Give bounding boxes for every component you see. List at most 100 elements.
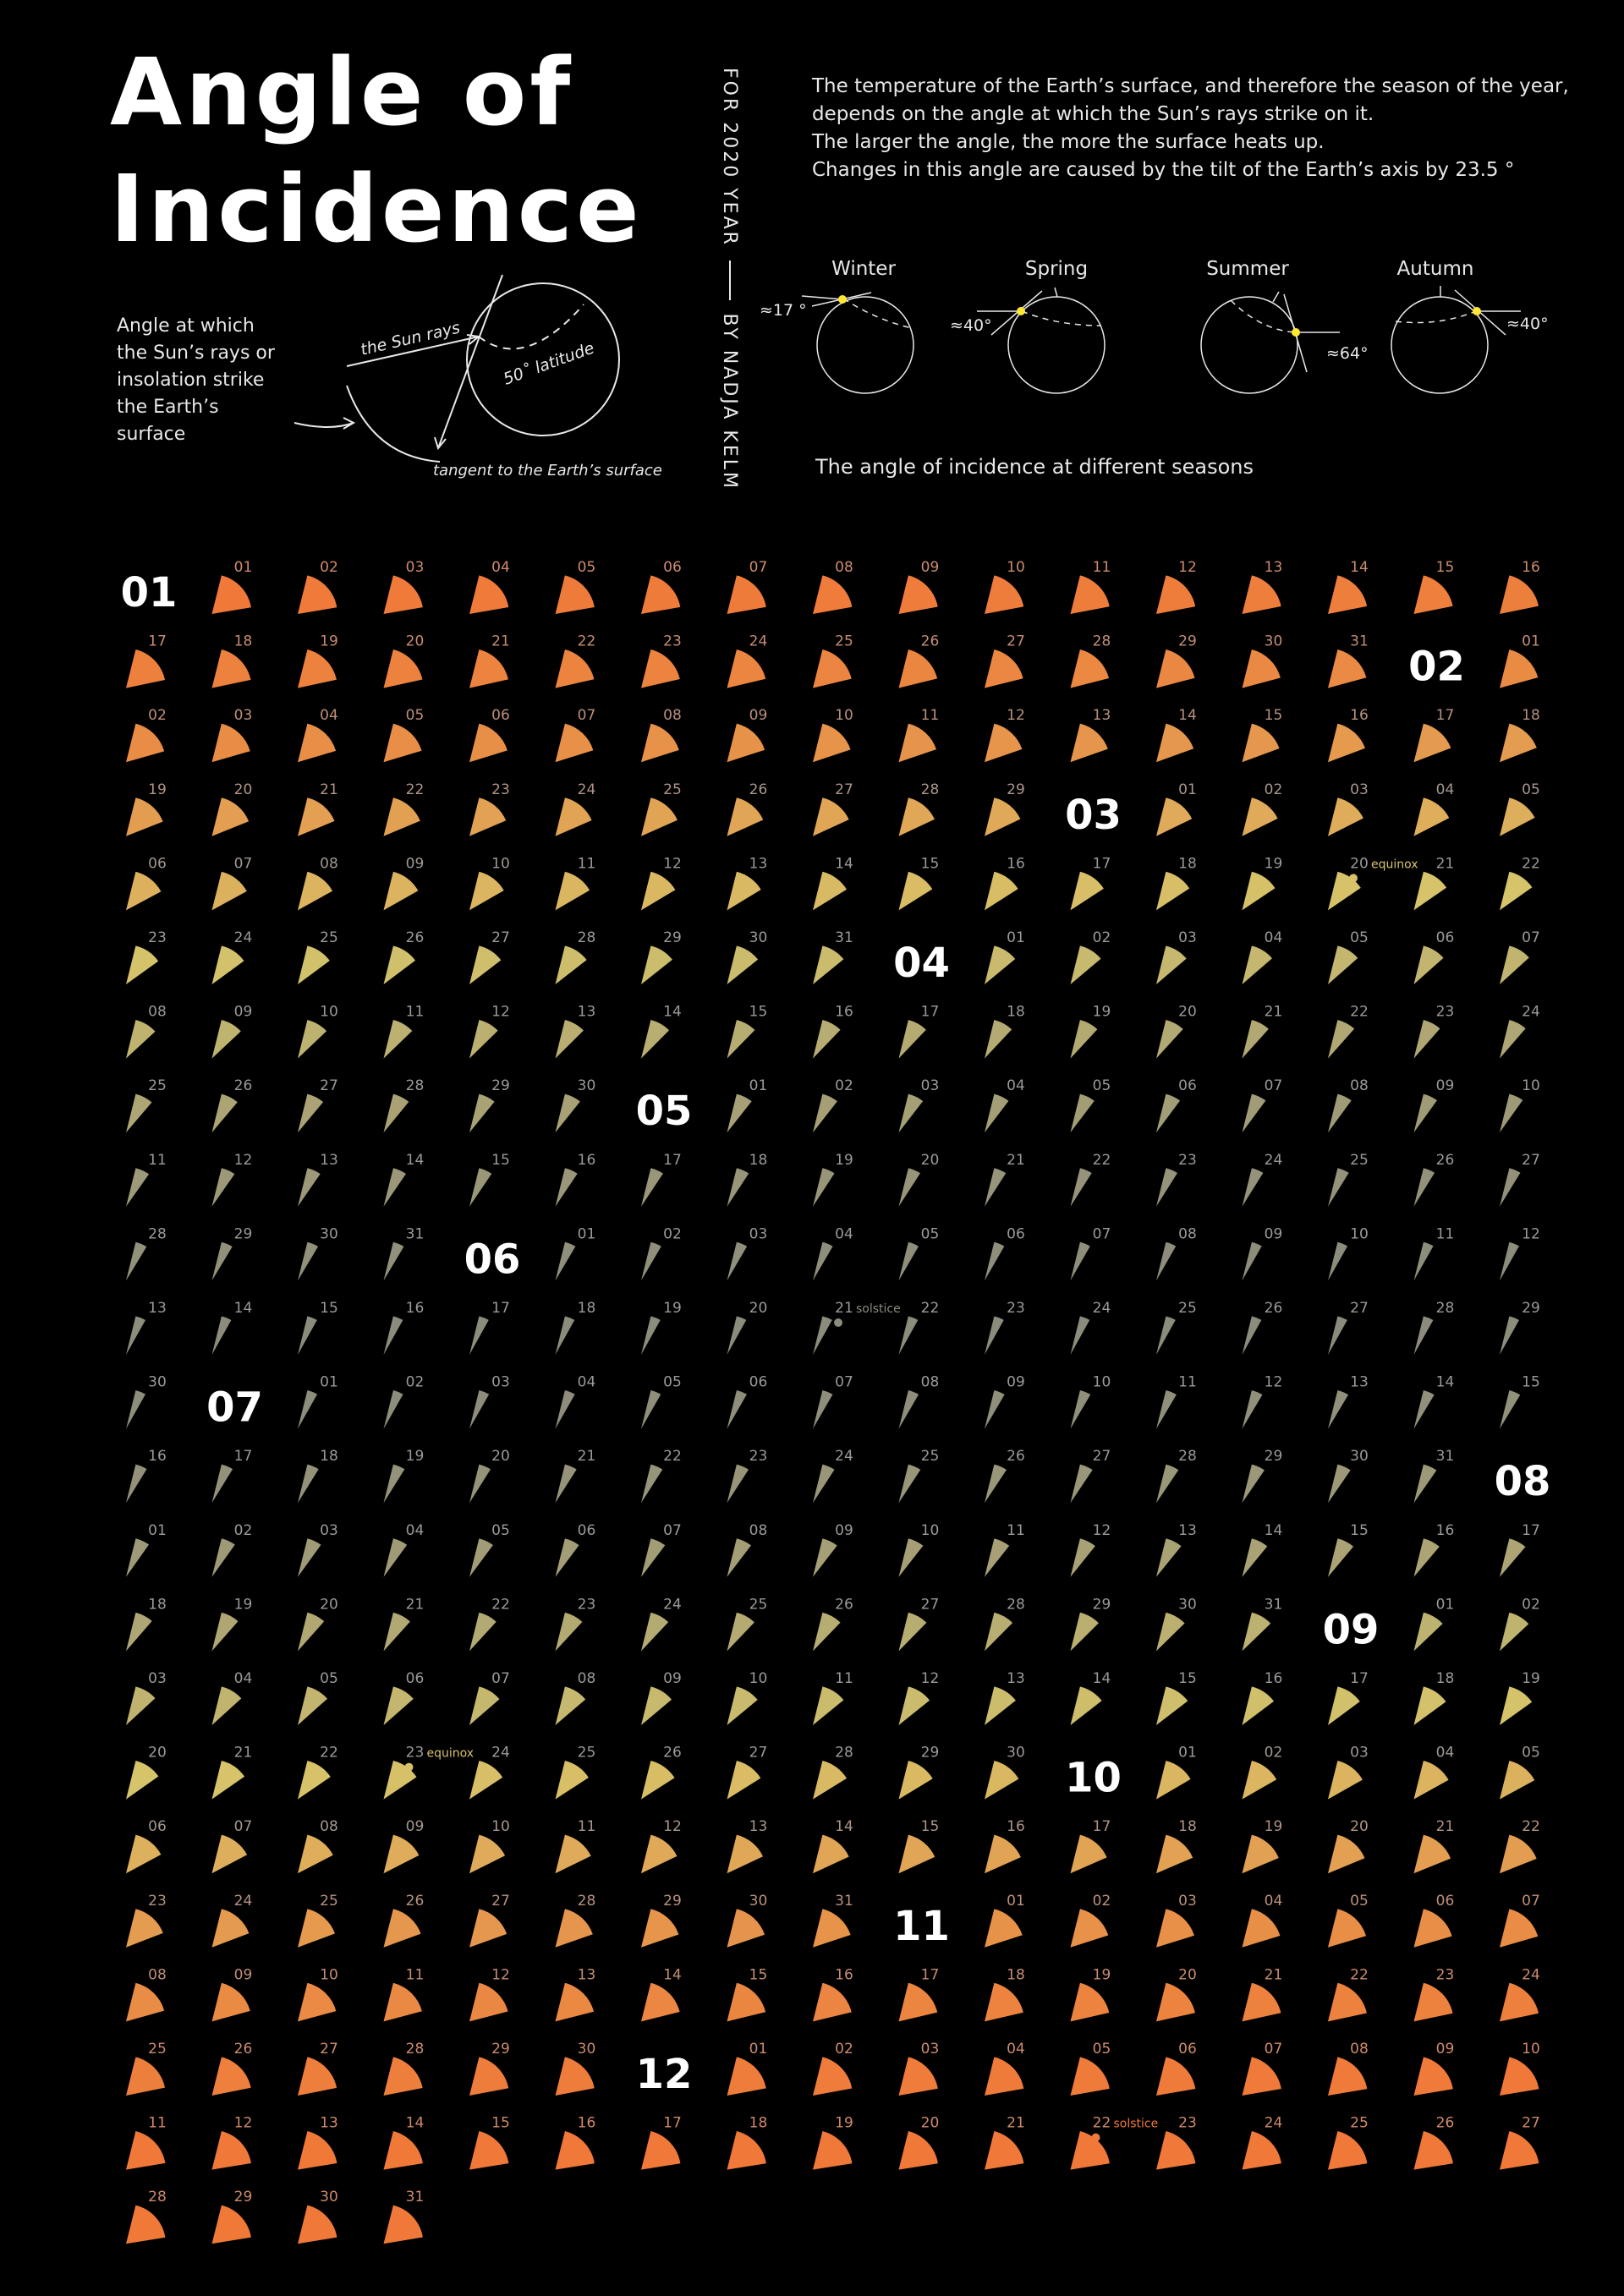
day-cell: 20 [1156, 1966, 1197, 2022]
angle-wedge [898, 1168, 920, 1207]
angle-wedge [555, 1612, 583, 1652]
angle-wedge [383, 1909, 421, 1948]
day-number: 08 [1350, 2041, 1369, 2058]
day-cell: 06 [1413, 929, 1454, 984]
day-number: 06 [1436, 1893, 1455, 1910]
day-number: 01 [749, 2041, 768, 2058]
season-diagrams: Winter Spring Summer Autumn ≈17 ° ≈40° ≈… [760, 258, 1549, 394]
angle-wedge [469, 723, 508, 763]
day-number: 10 [749, 1670, 768, 1687]
day-cell: 29 [211, 1225, 252, 1281]
day-cell: 06 [641, 559, 682, 614]
day-number: 02 [320, 559, 338, 576]
day-number: 07 [663, 1522, 682, 1539]
angle-wedge [469, 575, 509, 614]
angle-wedge [727, 1168, 749, 1207]
day-cell: 06 [985, 1225, 1025, 1281]
day-cell: 02 [383, 1374, 424, 1429]
description-line: The temperature of the Earth’s surface, … [812, 75, 1569, 97]
day-number: 12 [234, 2115, 253, 2132]
angle-wedge [1328, 1168, 1349, 1207]
day-number: 12 [663, 1818, 682, 1835]
day-cell: 30 [555, 2041, 595, 2096]
day-cell: 12 [641, 855, 682, 911]
day-number: 25 [1350, 2115, 1369, 2132]
day-number: 29 [1093, 1596, 1111, 1613]
angle-wedge [641, 1982, 680, 2022]
day-number: 04 [1007, 2041, 1025, 2058]
day-cell: 12 [1500, 1225, 1540, 1281]
day-cell: 28 [555, 929, 595, 984]
day-number: 15 [1436, 559, 1455, 576]
day-number: 06 [491, 707, 510, 724]
day-cell: 24 [1242, 2115, 1282, 2170]
day-number: 05 [491, 1522, 510, 1539]
day-number: 25 [148, 2041, 167, 2058]
day-number: 11 [148, 2115, 167, 2132]
title-line-2: Incidence [110, 155, 643, 263]
angle-wedge [727, 1686, 758, 1725]
day-number: 19 [1265, 855, 1283, 872]
day-number: 27 [491, 929, 510, 946]
season-name-summer: Summer [1206, 258, 1289, 280]
day-cell: 05 [1070, 2041, 1111, 2096]
angle-wedge [298, 575, 337, 614]
day-number: 21 [835, 1300, 853, 1317]
day-number: 31 [835, 929, 853, 946]
day-cell: 21 [1242, 1004, 1282, 1059]
day-number: 29 [663, 1893, 682, 1910]
winter-latitude [842, 298, 913, 329]
season-name-winter: Winter [831, 258, 896, 280]
pointer-arrowhead [343, 417, 356, 430]
angle-wedge [641, 1168, 663, 1207]
day-number: 03 [320, 1522, 338, 1539]
day-cell: 29 [211, 2189, 252, 2244]
angle-wedge [1070, 1390, 1091, 1429]
angle-wedge [1242, 1168, 1264, 1207]
angle-wedge [1242, 1241, 1262, 1281]
day-number: 14 [1178, 707, 1197, 724]
angle-wedge [298, 1686, 327, 1725]
day-cell: 17 [1500, 1522, 1540, 1577]
day-cell: 12 [1242, 1374, 1282, 1429]
day-number: 23 [663, 633, 682, 650]
day-number: 26 [1265, 1300, 1283, 1317]
angle-wedge [1413, 1982, 1453, 2022]
angle-wedge [1156, 1538, 1182, 1577]
day-cell: 26 [211, 1077, 252, 1133]
angle-wedge [898, 1241, 919, 1281]
day-number: 22 [1093, 1152, 1111, 1169]
day-number: 05 [406, 707, 425, 724]
angle-wedge [1156, 1982, 1195, 2022]
angle-wedge [383, 2131, 423, 2170]
day-cell: 03 [727, 1225, 767, 1281]
angle-wedge [211, 575, 251, 614]
angle-wedge [555, 1168, 578, 1207]
angle-wedge [383, 1390, 403, 1429]
angle-wedge [469, 1686, 500, 1725]
angle-wedge [641, 2131, 681, 2170]
angle-wedge [898, 1612, 927, 1652]
angle-wedge [555, 1686, 586, 1725]
page-title: Angle of Incidence [110, 34, 643, 267]
event-label: equinox [1371, 858, 1418, 871]
day-number: 29 [921, 1745, 940, 1762]
angle-wedge [469, 1093, 495, 1133]
day-number: 01 [749, 1077, 768, 1094]
angle-wedge [985, 649, 1023, 688]
day-number: 02 [234, 1522, 253, 1539]
day-number: 09 [234, 1966, 253, 1983]
day-cell: 03 [1156, 929, 1197, 984]
day-cell: 12 [469, 1966, 510, 2022]
angle-wedge [1156, 723, 1194, 763]
day-cell: 27 [1500, 1152, 1540, 1207]
day-number: 19 [1522, 1670, 1540, 1687]
angle-wedge [1328, 1834, 1365, 1874]
day-cell: 09 [383, 1818, 424, 1874]
month-number: 11 [893, 1903, 950, 1950]
angle-wedge [1500, 1761, 1535, 1800]
angle-wedge [211, 649, 251, 688]
day-cell: 26 [1413, 1152, 1454, 1207]
day-number: 07 [749, 559, 768, 576]
angle-wedge [1242, 797, 1278, 836]
